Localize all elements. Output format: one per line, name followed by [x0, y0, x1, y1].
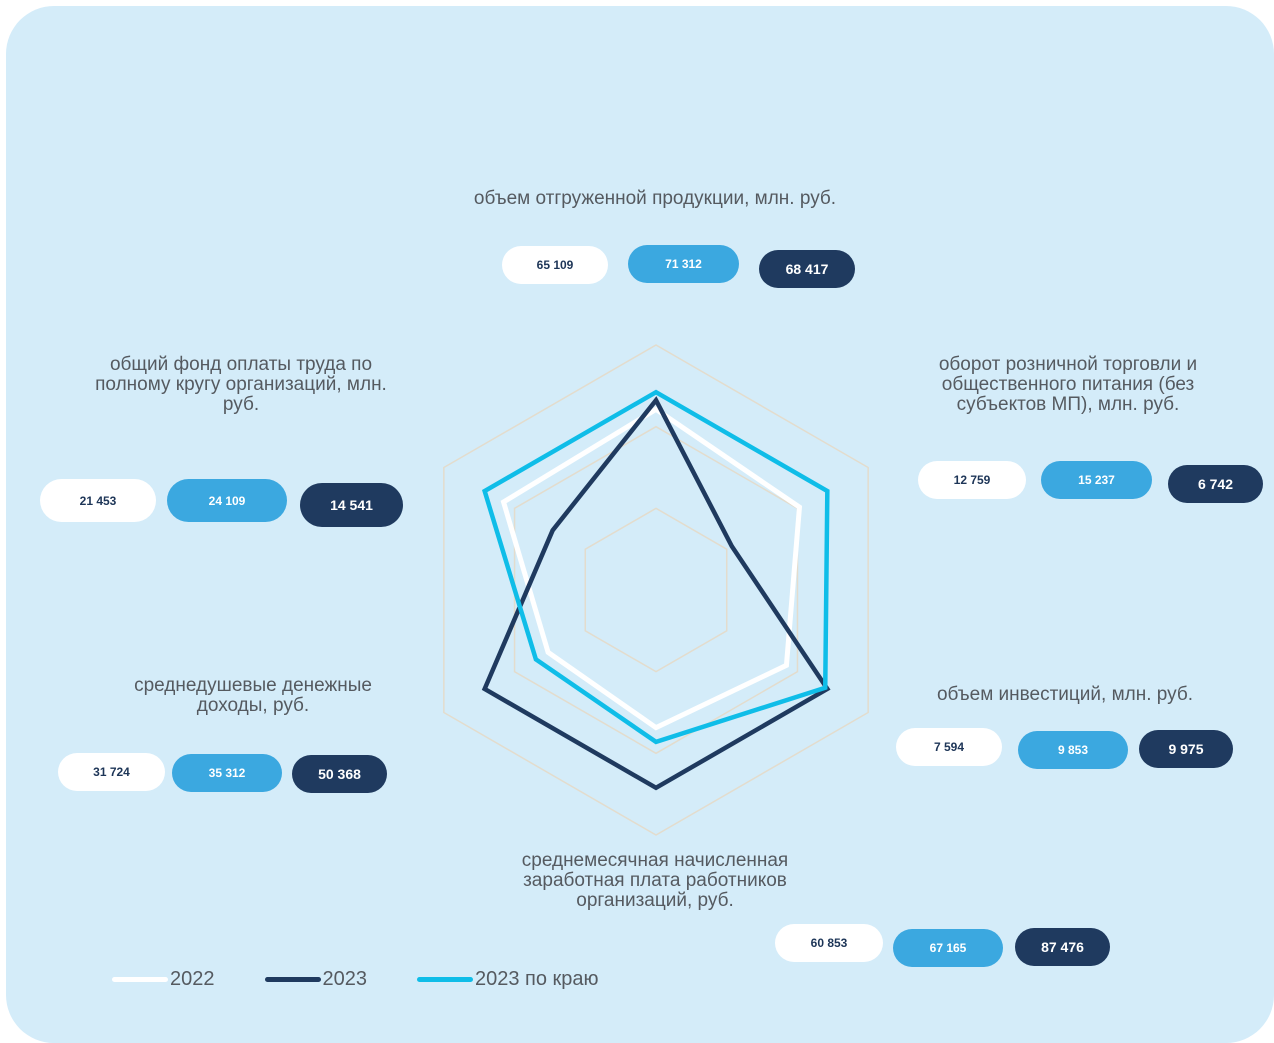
- axis-label-investments: объем инвестиций, млн. руб.: [910, 685, 1220, 705]
- value-2023-payroll: 14 541: [300, 483, 403, 527]
- value-2023-income: 50 368: [292, 755, 387, 793]
- value-2023-region-investments: 9 853: [1018, 731, 1128, 769]
- grid-ring-1: [444, 345, 868, 835]
- value-2023-region-shipped: 71 312: [628, 245, 739, 283]
- value-2023-region-retail: 15 237: [1041, 461, 1152, 499]
- legend-item-2022: 2022: [112, 968, 215, 991]
- legend-label-2023: 2023: [323, 968, 368, 991]
- legend-swatch-2023-region: [417, 977, 473, 982]
- axis-label-payroll: общий фонд оплаты труда по полному кругу…: [82, 355, 400, 415]
- value-2022-shipped: 65 109: [502, 246, 608, 284]
- legend-swatch-2023: [265, 977, 321, 982]
- value-2023-region-income: 35 312: [172, 754, 282, 792]
- axis-label-shipped: объем отгруженной продукции, млн. руб.: [470, 189, 840, 209]
- value-2022-investments: 7 594: [896, 728, 1002, 766]
- legend-label-2023-region: 2023 по краю: [475, 968, 599, 991]
- legend-swatch-2022: [112, 977, 168, 982]
- value-2023-investments: 9 975: [1139, 730, 1233, 768]
- value-2023-shipped: 68 417: [759, 250, 855, 288]
- axis-label-salary: среднемесячная начисленная заработная пл…: [495, 851, 815, 911]
- value-2022-income: 31 724: [58, 753, 165, 791]
- value-2022-payroll: 21 453: [40, 479, 156, 522]
- value-2022-salary: 60 853: [775, 924, 883, 962]
- legend: 2022 2023 2023 по краю: [112, 968, 649, 991]
- value-2022-retail: 12 759: [918, 461, 1026, 499]
- axis-label-retail: оборот розничной торговли и общественног…: [918, 355, 1218, 415]
- value-2023-salary: 87 476: [1015, 928, 1110, 966]
- legend-item-2023: 2023: [265, 968, 368, 991]
- legend-item-2023-region: 2023 по краю: [417, 968, 599, 991]
- grid-ring-3: [585, 508, 726, 671]
- value-2023-retail: 6 742: [1168, 465, 1263, 503]
- legend-label-2022: 2022: [170, 968, 215, 991]
- value-2023-region-salary: 67 165: [893, 929, 1003, 967]
- axis-label-income: среднедушевые денежные доходы, руб.: [110, 676, 396, 716]
- value-2023-region-payroll: 24 109: [167, 479, 287, 522]
